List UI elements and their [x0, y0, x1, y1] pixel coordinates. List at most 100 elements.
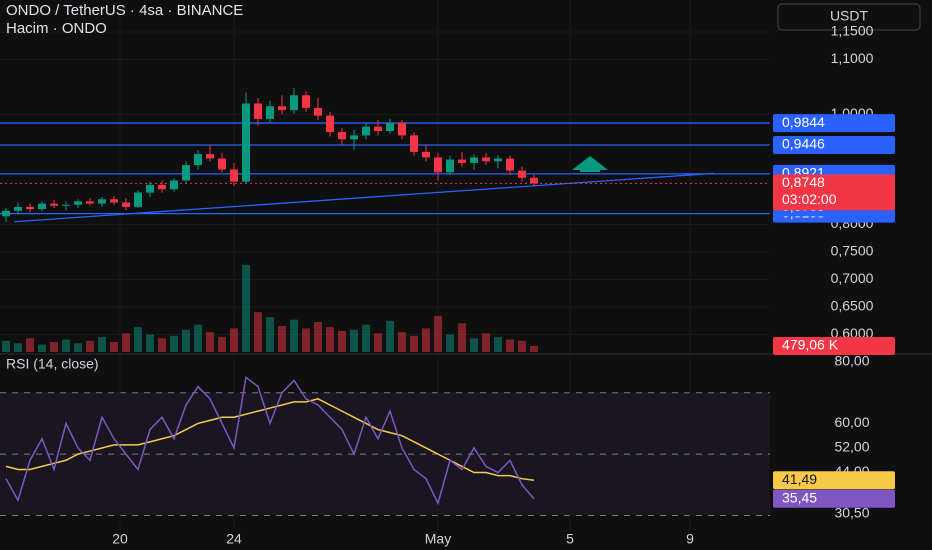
- volume-bar: [530, 346, 538, 352]
- volume-bar: [218, 337, 226, 352]
- rsi-line: [5, 376, 535, 506]
- volume-bar: [14, 343, 22, 352]
- candle-body: [74, 201, 82, 205]
- rsi-ma-label: 41,49: [782, 471, 817, 487]
- rsi-tick-label: 30,50: [834, 505, 869, 521]
- candle-body: [50, 203, 58, 206]
- candle-body: [350, 135, 358, 140]
- volume-bar: [338, 330, 346, 352]
- candle-body: [134, 192, 142, 207]
- y-tick-label: 0,7500: [831, 243, 874, 259]
- candle-body: [266, 106, 274, 119]
- volume-bar: [158, 338, 166, 352]
- level-label-box: [773, 135, 895, 154]
- volume-bar: [290, 319, 298, 352]
- last-price-label: 0,8748: [782, 174, 825, 190]
- volume-bar: [182, 329, 190, 352]
- candle-body: [218, 158, 226, 170]
- x-tick-label: 9: [686, 531, 694, 547]
- x-tick-label: May: [425, 531, 451, 547]
- candle-body: [482, 157, 490, 162]
- volume-bar: [374, 333, 382, 352]
- volume-title: Hacim · ONDO: [6, 20, 107, 37]
- level-label-box: [773, 114, 895, 133]
- candle-body: [182, 165, 190, 181]
- volume-bar: [254, 312, 262, 352]
- volume-bar: [230, 328, 238, 352]
- candle-body: [170, 180, 178, 190]
- candle-body: [410, 135, 418, 152]
- volume-bar: [266, 317, 274, 352]
- candle-body: [2, 210, 10, 217]
- volume-bar: [2, 340, 10, 352]
- x-tick-label: 5: [566, 531, 574, 547]
- x-tick-label: 24: [226, 531, 242, 547]
- volume-bar: [170, 335, 178, 352]
- volume-bar: [50, 342, 58, 352]
- volume-bar: [446, 334, 454, 352]
- currency-button[interactable]: [777, 3, 921, 31]
- candle-body: [302, 95, 310, 108]
- candle-body: [290, 95, 298, 111]
- level-label: 0,9446: [782, 136, 825, 152]
- y-tick-label: 1,1000: [831, 50, 874, 66]
- candle-body: [98, 199, 106, 204]
- volume-bar: [362, 324, 370, 352]
- trendline: [14, 172, 715, 223]
- rsi-title: RSI (14, close): [6, 356, 99, 372]
- candle-body: [14, 206, 22, 211]
- volume-bar: [350, 329, 358, 352]
- candle-body: [254, 103, 262, 119]
- candle-body: [146, 184, 154, 193]
- candle-body: [434, 157, 442, 173]
- volume-bar: [518, 340, 526, 352]
- volume-bar: [386, 320, 394, 352]
- candle-body: [194, 154, 202, 166]
- volume-bar: [74, 343, 82, 352]
- volume-bar: [38, 344, 46, 352]
- volume-bar: [326, 327, 334, 352]
- candle-body: [122, 202, 130, 207]
- candle-body: [206, 154, 214, 159]
- volume-bar: [110, 342, 118, 352]
- volume-bar: [314, 322, 322, 352]
- volume-bar: [62, 339, 70, 352]
- level-label: 0,9844: [782, 114, 825, 130]
- candle-body: [338, 132, 346, 140]
- volume-bar: [434, 315, 442, 352]
- volume-bar: [506, 339, 514, 352]
- volume-bar: [278, 325, 286, 352]
- rsi-tick-label: 60,00: [834, 414, 869, 430]
- candle-body: [494, 158, 502, 162]
- volume-bar: [98, 337, 106, 352]
- y-tick-label: 1,1500: [831, 23, 874, 39]
- rsi-ma-label-box: [773, 471, 895, 490]
- candle-body: [278, 106, 286, 111]
- volume-bar: [398, 332, 406, 352]
- chart-title: ONDO / TetherUS · 4sa · BINANCE: [6, 2, 243, 19]
- volume-bar: [86, 340, 94, 352]
- volume-bar: [410, 335, 418, 352]
- volume-bar: [206, 332, 214, 352]
- volume-bar: [494, 337, 502, 352]
- candle-body: [506, 158, 514, 171]
- candle-body: [446, 159, 454, 173]
- candle-body: [38, 203, 46, 210]
- rsi-ma-line: [5, 398, 535, 481]
- rsi-tick-label: 80,00: [834, 353, 869, 369]
- candle-body: [326, 115, 334, 133]
- volume-bar: [146, 334, 154, 352]
- volume-label-box: [773, 337, 895, 356]
- candle-body: [530, 177, 538, 184]
- candle-body: [62, 204, 70, 206]
- y-tick-label: 0,6500: [831, 298, 874, 314]
- candle-body: [26, 206, 34, 210]
- volume-bar: [134, 327, 142, 352]
- candle-body: [518, 170, 526, 178]
- candle-body: [158, 184, 166, 190]
- rsi-label-box: [773, 489, 895, 508]
- rsi-tick-label: 52,00: [834, 439, 869, 455]
- currency[interactable]: USDT: [830, 8, 869, 24]
- candle-body: [422, 151, 430, 158]
